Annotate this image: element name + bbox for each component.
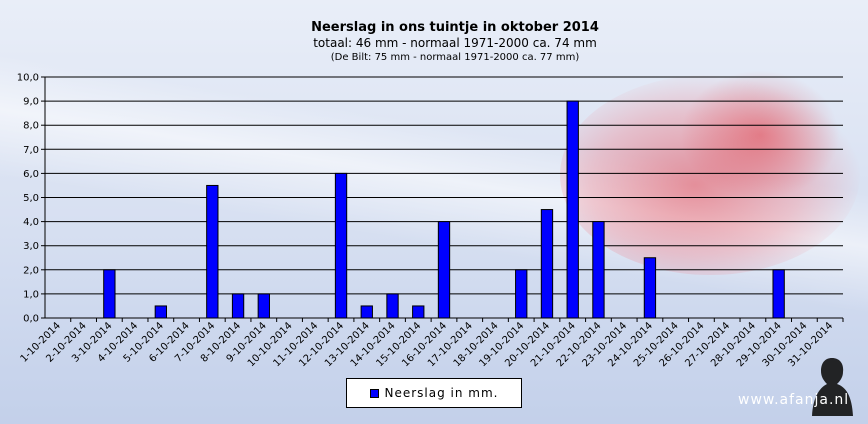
bar bbox=[592, 221, 605, 319]
bar bbox=[154, 305, 168, 319]
watermark-text: www.afanja.nl bbox=[738, 392, 850, 408]
y-tick-label: 6,0 bbox=[23, 169, 39, 180]
bar bbox=[360, 305, 373, 319]
bar bbox=[643, 257, 657, 319]
y-tick-label: 10,0 bbox=[17, 73, 39, 84]
legend-label: Neerslag in mm. bbox=[384, 386, 499, 400]
bar bbox=[257, 293, 270, 319]
person-silhouette-icon bbox=[812, 358, 853, 416]
bar bbox=[334, 172, 348, 319]
chart-titles: Neerslag in ons tuintje in oktober 2014 … bbox=[0, 20, 868, 64]
y-tick-label: 7,0 bbox=[23, 145, 39, 156]
chart-subtitle: totaal: 46 mm - normaal 1971-2000 ca. 74… bbox=[313, 36, 597, 50]
y-tick-label: 3,0 bbox=[23, 241, 39, 252]
chart-title: Neerslag in ons tuintje in oktober 2014 bbox=[311, 20, 599, 35]
y-tick-label: 9,0 bbox=[23, 97, 39, 108]
y-tick-label: 8,0 bbox=[23, 121, 39, 132]
bar bbox=[566, 100, 579, 319]
bar bbox=[412, 305, 425, 319]
bar bbox=[540, 209, 554, 319]
bar bbox=[772, 269, 785, 319]
y-tick-label: 4,0 bbox=[23, 217, 39, 228]
y-tick-label: 1,0 bbox=[23, 289, 39, 300]
bar bbox=[386, 293, 399, 319]
bar bbox=[515, 269, 528, 319]
bar bbox=[206, 184, 219, 319]
legend-swatch bbox=[369, 388, 379, 398]
y-tick-label: 0,0 bbox=[23, 314, 39, 325]
bar bbox=[437, 221, 451, 319]
y-tick-label: 5,0 bbox=[23, 193, 39, 204]
chart-legend: Neerslag in mm. bbox=[346, 378, 522, 408]
background-heart-shape-top bbox=[680, 70, 840, 200]
chart-subsubtitle: (De Bilt: 75 mm - normaal 1971-2000 ca. … bbox=[330, 52, 580, 63]
bar bbox=[231, 293, 245, 319]
bar bbox=[103, 269, 116, 319]
y-tick-label: 2,0 bbox=[23, 265, 39, 276]
